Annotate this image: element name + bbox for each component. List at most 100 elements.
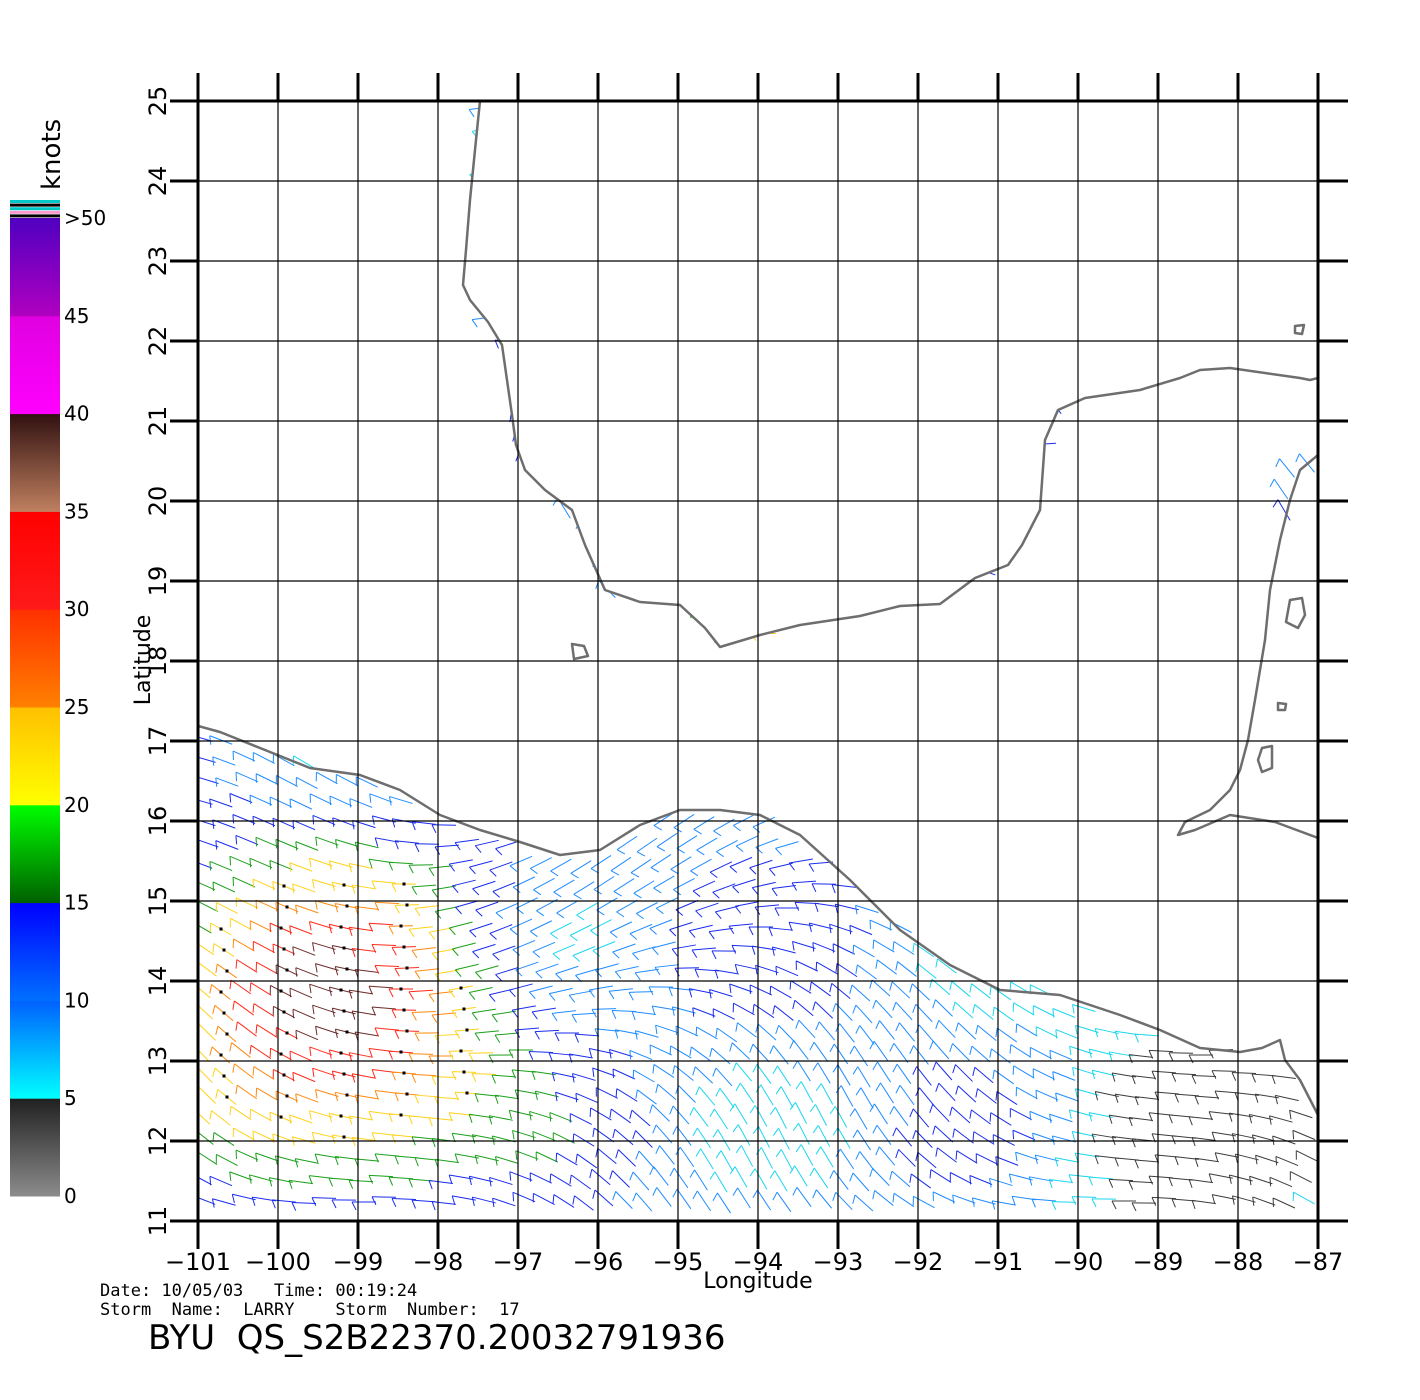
storm-info-line: Storm Name: LARRY Storm Number: 17 xyxy=(100,1300,520,1320)
wind-barb-feather xyxy=(788,862,795,871)
wind-barb-feather xyxy=(292,946,295,956)
wind-barb-feather xyxy=(949,981,953,991)
wind-barb xyxy=(632,1171,650,1191)
wind-barb-feather xyxy=(475,909,483,917)
wind-barb xyxy=(475,965,499,973)
wind-barb-feather xyxy=(309,921,312,931)
wind-barb-feather xyxy=(312,815,315,825)
wind-barb-feather xyxy=(989,1178,992,1188)
wind-barb xyxy=(796,1187,812,1207)
wind-barb-feather xyxy=(771,946,775,956)
wind-barb-feather xyxy=(494,1095,499,1104)
color-scale-band xyxy=(10,1000,60,1099)
rain-flag xyxy=(219,990,223,994)
wind-barb-feather xyxy=(215,840,218,850)
wind-barb-feather xyxy=(452,948,459,957)
wind-barb xyxy=(1010,1108,1032,1120)
wind-barb-feather xyxy=(689,1107,695,1116)
wind-barb xyxy=(295,904,319,914)
wind-barb xyxy=(1195,1157,1219,1163)
wind-barb-feather xyxy=(915,963,919,973)
wind-barb-feather xyxy=(1111,1200,1117,1210)
wind-barb xyxy=(1273,478,1289,500)
wind-barb-feather xyxy=(331,1134,336,1144)
wind-barb-feather xyxy=(569,1174,572,1184)
wind-barb-feather xyxy=(1094,1028,1099,1038)
wind-barb-feather xyxy=(328,860,332,870)
wind-barb-feather xyxy=(612,1191,617,1201)
wind-barb xyxy=(315,1025,339,1035)
wind-barb-feather xyxy=(295,1030,298,1040)
wind-barb xyxy=(1189,1116,1213,1120)
wind-barb-feather xyxy=(609,931,618,939)
wind-barb xyxy=(996,1091,1018,1105)
wind-barb xyxy=(529,920,553,932)
lon-tick-label: −92 xyxy=(893,1248,944,1276)
wind-barb xyxy=(777,1065,791,1087)
belize-coastline xyxy=(1176,454,1318,840)
wind-barb-feather xyxy=(1108,1114,1113,1124)
wind-barb-feather xyxy=(872,1061,878,1071)
wind-barb-feather xyxy=(314,1153,319,1163)
wind-barb-feather xyxy=(371,1069,376,1079)
wind-barb-feather xyxy=(1228,1174,1232,1184)
wind-barb xyxy=(1209,1173,1233,1179)
wind-barb xyxy=(820,1146,834,1168)
wind-barb xyxy=(289,925,313,935)
wind-barb-feather xyxy=(428,868,435,877)
wind-barb xyxy=(429,927,453,933)
wind-barb-feather xyxy=(869,1168,874,1178)
wind-barb xyxy=(872,1168,890,1186)
wind-barb-feather xyxy=(570,872,579,879)
wind-barb xyxy=(414,1094,440,1098)
wind-barb xyxy=(652,1104,670,1122)
wind-barb-feather xyxy=(674,968,680,977)
wind-barb xyxy=(489,988,513,996)
wind-barb-feather xyxy=(832,1003,837,1013)
island-5 xyxy=(1276,701,1288,712)
wind-barb-feather xyxy=(632,1130,637,1140)
wind-barb-feather xyxy=(515,1150,518,1160)
wind-barb-feather xyxy=(351,1201,357,1211)
rain-flag xyxy=(342,1009,346,1013)
wind-barb xyxy=(491,1074,517,1078)
wind-barb xyxy=(213,1131,235,1147)
wind-barb-feather xyxy=(190,982,192,991)
wind-barb xyxy=(549,987,573,995)
wind-barb-feather xyxy=(592,1189,596,1199)
wind-barb xyxy=(1032,1132,1056,1142)
wind-barb xyxy=(852,1172,870,1192)
wind-barb xyxy=(289,987,313,999)
wind-barb-feather xyxy=(835,963,838,973)
wind-barb xyxy=(1269,1176,1293,1188)
wind-barb-feather xyxy=(471,1073,477,1082)
wind-barb xyxy=(449,1174,473,1180)
wind-barb xyxy=(209,735,233,745)
wind-barb xyxy=(532,941,556,953)
wind-barb xyxy=(475,901,499,911)
wind-barb xyxy=(1128,1180,1154,1184)
wind-barb xyxy=(720,1150,734,1172)
wind-barb-feather xyxy=(615,1088,618,1098)
wind-barb xyxy=(232,1193,256,1201)
wind-barb xyxy=(472,1008,496,1014)
wind-barb-feather xyxy=(1148,1050,1154,1059)
wind-barb xyxy=(550,1173,572,1187)
wind-barb-feather xyxy=(531,1071,536,1080)
wind-barb-feather xyxy=(533,889,542,896)
wind-barb xyxy=(758,1126,770,1148)
wind-barb xyxy=(816,961,838,975)
wind-barb xyxy=(1191,1075,1217,1077)
wind-barb xyxy=(235,1149,259,1161)
wind-barb-feather xyxy=(428,1055,434,1065)
wind-barb xyxy=(713,1008,735,1020)
wind-barb-feather xyxy=(229,856,232,866)
wind-barb xyxy=(789,921,813,927)
wind-barb-feather xyxy=(749,867,757,875)
wind-barb-feather xyxy=(935,1083,940,1092)
wind-barb-feather xyxy=(272,818,275,828)
wind-barb xyxy=(250,1044,272,1060)
wind-barb xyxy=(1016,1086,1038,1100)
wind-barb xyxy=(957,1022,977,1040)
wind-barb-feather xyxy=(229,980,232,990)
